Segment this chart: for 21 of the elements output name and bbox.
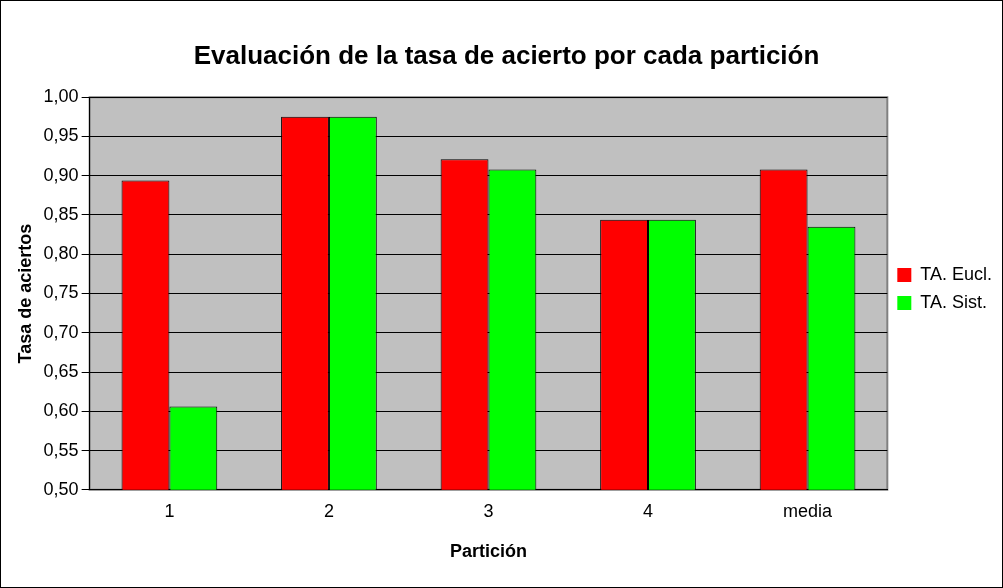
y-tick-label: 0,50 [43, 478, 79, 499]
y-tick-label: 0,70 [43, 321, 79, 342]
y-axis-title: Tasa de aciertos [14, 223, 35, 364]
y-tick-label: 0,55 [43, 439, 79, 460]
legend-label: TA. Eucl. [920, 263, 992, 284]
chart-title: Evaluación de la tasa de acierto por cada partición [193, 39, 820, 70]
x-tick-label: 4 [643, 500, 654, 521]
y-tick-label: 1,00 [43, 86, 79, 107]
y-tick-label: 0,85 [43, 203, 79, 224]
x-axis-title: Partición [449, 541, 527, 562]
x-tick-label: media [783, 500, 834, 521]
y-tick-label: 0,75 [43, 282, 79, 303]
y-tick-label: 0,90 [43, 164, 79, 185]
y-tick-label: 0,80 [43, 243, 79, 264]
legend-label: TA. Sist. [920, 291, 987, 312]
x-tick-label: 1 [164, 500, 175, 521]
x-tick-label: 3 [483, 500, 494, 521]
x-tick-label: 2 [323, 500, 334, 521]
y-tick-label: 0,60 [43, 400, 79, 421]
y-tick-label: 0,65 [43, 360, 79, 381]
y-tick-label: 0,95 [43, 125, 79, 146]
